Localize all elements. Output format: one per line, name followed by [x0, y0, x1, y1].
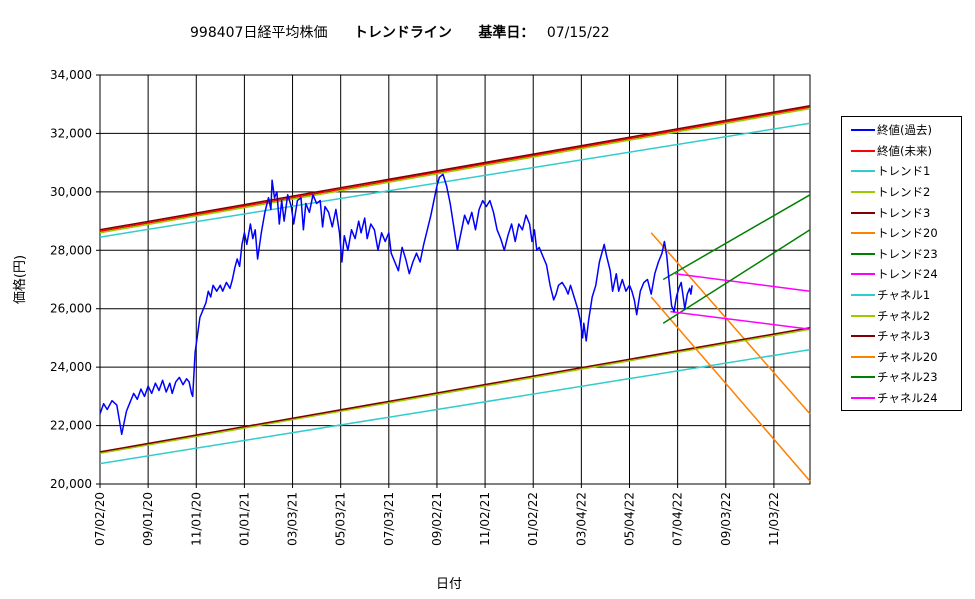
legend-item: チャネル23	[842, 367, 961, 388]
series-line-終値(過去)	[99, 173, 693, 436]
legend-label: チャネル20	[877, 349, 938, 364]
legend-swatch	[851, 376, 875, 379]
title-base-date: 07/15/22	[546, 25, 610, 41]
legend-item: 終値(未来)	[842, 141, 961, 162]
legend-label: チャネル24	[877, 391, 938, 406]
legend-label: チャネル23	[877, 370, 938, 385]
x-tick-label: 07/04/22	[671, 492, 685, 546]
legend-label: トレンド20	[877, 226, 938, 241]
series-line-トレンド1	[99, 122, 811, 238]
legend-label: チャネル2	[877, 308, 931, 323]
legend-label: トレンド1	[877, 164, 931, 179]
x-tick-label: 07/03/21	[382, 492, 396, 546]
series-line-終値(未来)	[99, 106, 811, 233]
x-axis-label: 日付	[436, 577, 462, 592]
legend-item: トレンド23	[842, 244, 961, 265]
series-line-トレンド2	[99, 107, 811, 234]
legend-swatch	[851, 273, 875, 276]
x-tick-label: 01/01/21	[237, 492, 251, 546]
x-tick-label: 05/03/21	[334, 492, 348, 546]
legend-swatch	[851, 232, 875, 235]
legend-item: トレンド1	[842, 161, 961, 182]
legend-swatch	[851, 149, 875, 152]
title-base-label: 基準日：	[478, 25, 535, 41]
x-tick-label: 07/02/20	[93, 492, 107, 546]
series-line-チャネル23	[662, 229, 811, 324]
legend-item: チャネル20	[842, 347, 961, 368]
x-tick-label: 11/03/22	[767, 492, 781, 546]
legend-label: 終値(未来)	[877, 143, 932, 158]
chart-title: 998407日経平均株価 トレンドライン 基準日： 07/15/22	[190, 22, 610, 42]
legend-item: トレンド3	[842, 202, 961, 223]
series-line-トレンド3	[99, 104, 811, 231]
x-tick-label: 09/02/21	[430, 492, 444, 546]
x-tick-label: 09/03/22	[719, 492, 733, 546]
legend-swatch	[851, 335, 875, 338]
chart-legend: 終値(過去) 終値(未来) トレンド1 トレンド2 トレンド3 トレンド20 トレンド23 ト…	[841, 116, 962, 411]
y-axis-label: 価格(円)	[12, 255, 28, 304]
series-line-チャネル1	[99, 348, 811, 465]
series-line-トレンド23	[662, 194, 811, 281]
legend-item: チャネル3	[842, 326, 961, 347]
legend-item: 終値(過去)	[842, 120, 961, 141]
legend-swatch	[851, 355, 875, 358]
legend-swatch	[851, 252, 875, 255]
legend-label: 終値(過去)	[877, 123, 932, 138]
legend-item: チャネル2	[842, 305, 961, 326]
y-tick-label: 22,000	[50, 419, 92, 433]
x-tick-label: 11/01/20	[189, 492, 203, 546]
legend-label: チャネル1	[877, 288, 931, 303]
legend-label: トレンド3	[877, 205, 931, 220]
x-tick-label: 05/04/22	[622, 492, 636, 546]
legend-swatch	[851, 397, 875, 400]
y-tick-label: 30,000	[50, 185, 92, 199]
y-tick-label: 20,000	[50, 477, 92, 491]
x-tick-label: 03/03/21	[286, 492, 300, 546]
legend-item: トレンド2	[842, 182, 961, 203]
series-line-チャネル3	[99, 326, 811, 453]
y-tick-label: 26,000	[50, 302, 92, 316]
y-tick-label: 28,000	[50, 243, 92, 257]
x-tick-label: 09/01/20	[141, 492, 155, 546]
legend-label: トレンド2	[877, 185, 931, 200]
legend-swatch	[851, 191, 875, 194]
series-line-トレンド20	[650, 232, 811, 415]
x-tick-label: 01/02/22	[526, 492, 540, 546]
x-tick-label: 11/02/21	[478, 492, 492, 546]
legend-swatch	[851, 170, 875, 173]
legend-item: チャネル1	[842, 285, 961, 306]
legend-item: トレンド20	[842, 223, 961, 244]
legend-swatch	[851, 211, 875, 214]
y-tick-label: 24,000	[50, 360, 92, 374]
y-tick-label: 32,000	[50, 126, 92, 140]
plot-area	[99, 74, 811, 485]
series-line-トレンド24	[675, 272, 811, 292]
title-code: 998407日経平均株価	[190, 25, 328, 41]
legend-swatch	[851, 129, 875, 132]
series-line-チャネル20	[650, 296, 811, 482]
legend-label: トレンド24	[877, 267, 938, 282]
legend-item: チャネル24	[842, 388, 961, 409]
legend-swatch	[851, 314, 875, 317]
legend-item: トレンド24	[842, 264, 961, 285]
series-line-チャネル2	[99, 328, 811, 455]
legend-label: トレンド23	[877, 246, 938, 261]
x-tick-label: 03/04/22	[574, 492, 588, 546]
legend-swatch	[851, 294, 875, 297]
y-tick-label: 34,000	[50, 68, 92, 82]
series-line-チャネル24	[670, 310, 811, 330]
legend-label: チャネル3	[877, 329, 931, 344]
title-main: トレンドライン	[353, 25, 452, 41]
